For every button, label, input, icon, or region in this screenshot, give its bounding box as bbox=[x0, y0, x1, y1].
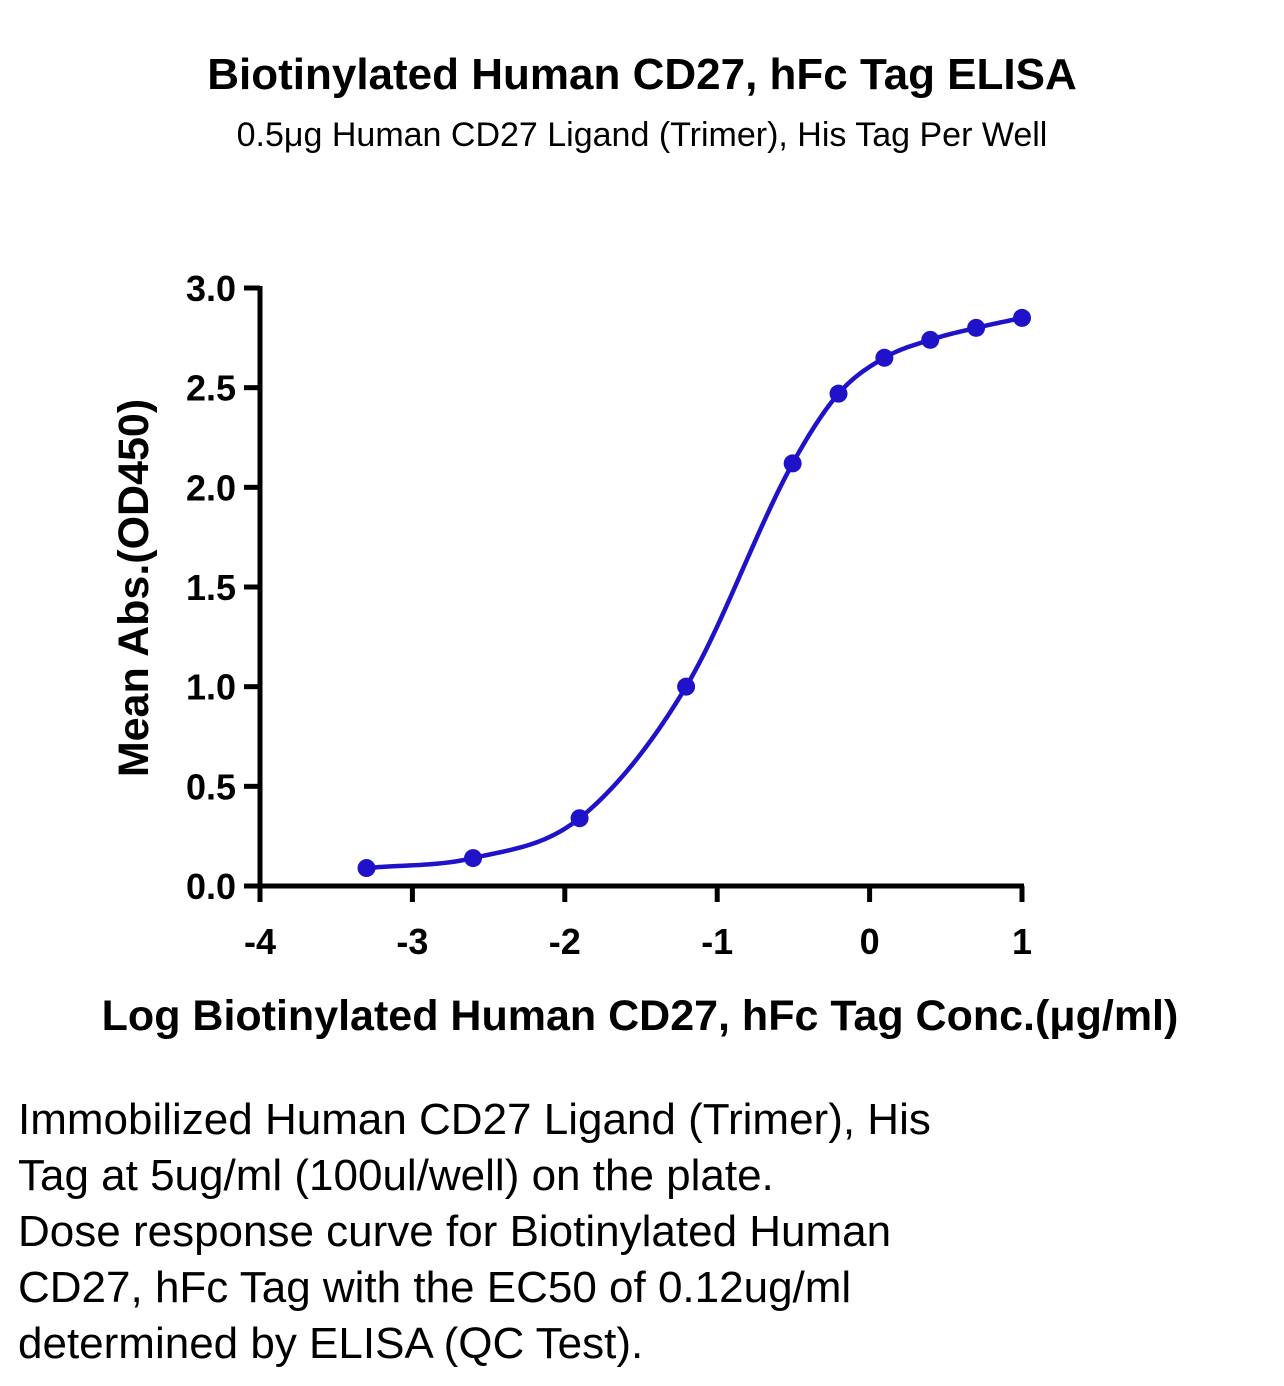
caption-line: Tag at 5ug/ml (100ul/well) on the plate. bbox=[18, 1151, 774, 1200]
y-tick-label: 3.0 bbox=[186, 268, 236, 309]
figure-caption: Immobilized Human CD27 Ligand (Trimer), … bbox=[18, 1092, 1268, 1372]
x-axis-label: Log Biotinylated Human CD27, hFc Tag Con… bbox=[102, 992, 1179, 1040]
y-tick-label: 0.5 bbox=[186, 766, 236, 807]
x-tick-label: -1 bbox=[701, 921, 733, 962]
data-point bbox=[464, 849, 483, 868]
axes bbox=[257, 286, 1024, 889]
x-tick-label: 1 bbox=[1012, 921, 1032, 962]
y-tick-label: 1.0 bbox=[186, 667, 236, 708]
dose-response-chart: -4 -3 -2 -1 0 1 0.0 0.5 1.0 1.5 2.0 2.5 3.0 Log Biot… bbox=[102, 268, 1179, 1040]
caption-line: determined by ELISA (QC Test). bbox=[18, 1319, 644, 1368]
data-point bbox=[783, 454, 802, 473]
caption-line: CD27, hFc Tag with the EC50 of 0.12ug/ml bbox=[18, 1263, 852, 1312]
y-tick-label: 0.0 bbox=[186, 866, 236, 907]
fit-curve bbox=[366, 315, 1023, 871]
fit-curve-layer bbox=[366, 315, 1023, 871]
data-point bbox=[829, 384, 848, 403]
y-axis-label: Mean Abs.(OD450) bbox=[110, 399, 158, 777]
x-tick-label: -4 bbox=[244, 921, 276, 962]
data-point bbox=[570, 809, 589, 828]
y-tick-label: 1.5 bbox=[186, 567, 236, 608]
data-points bbox=[357, 308, 1031, 878]
caption-line: Immobilized Human CD27 Ligand (Trimer), … bbox=[18, 1095, 931, 1144]
data-point bbox=[357, 859, 376, 878]
y-tick-label: 2.0 bbox=[186, 467, 236, 508]
x-tick-label: -3 bbox=[396, 921, 428, 962]
data-point bbox=[677, 677, 696, 696]
data-point bbox=[921, 330, 940, 349]
tick-marks: -4 -3 -2 -1 0 1 0.0 0.5 1.0 1.5 2.0 2.5 3.0 bbox=[186, 268, 1032, 962]
data-point bbox=[967, 318, 986, 337]
data-point bbox=[875, 348, 894, 367]
chart-title: Biotinylated Human CD27, hFc Tag ELISA bbox=[207, 50, 1077, 99]
data-point bbox=[1013, 308, 1031, 327]
x-tick-label: 0 bbox=[860, 921, 880, 962]
caption-line: Dose response curve for Biotinylated Hum… bbox=[18, 1207, 892, 1256]
chart-subtitle: 0.5μg Human CD27 Ligand (Trimer), His Ta… bbox=[236, 116, 1048, 154]
x-tick-label: -2 bbox=[549, 921, 581, 962]
y-tick-label: 2.5 bbox=[186, 368, 236, 409]
